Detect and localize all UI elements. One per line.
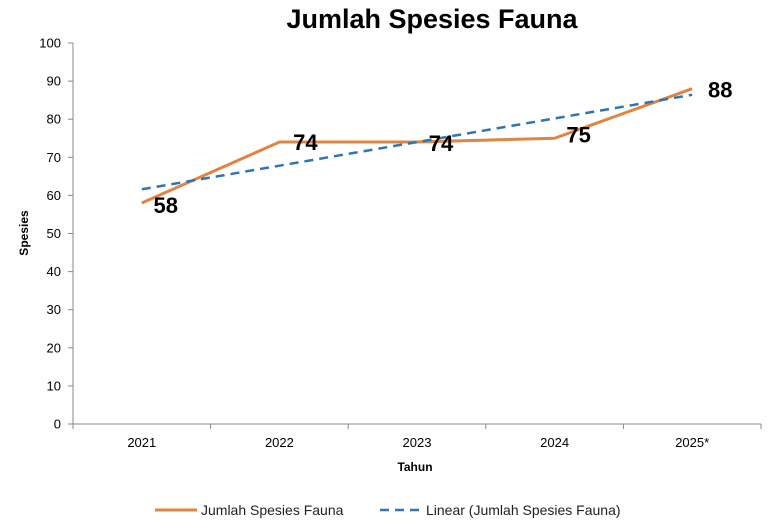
y-tick-label: 20: [47, 340, 61, 355]
y-axis-label: Spesies: [17, 210, 31, 256]
y-tick-label: 60: [47, 188, 61, 203]
y-tick-label: 80: [47, 112, 61, 127]
y-tick-label: 90: [47, 74, 61, 89]
x-tick-label: 2022: [265, 435, 294, 450]
legend-label: Linear (Jumlah Spesies Fauna): [426, 502, 621, 518]
y-tick-label: 70: [47, 150, 61, 165]
y-tick-label: 40: [47, 264, 61, 279]
series-group: [141, 87, 693, 205]
series-line: [141, 87, 693, 205]
x-axis-label: Tahun: [397, 460, 432, 474]
y-tick-label: 100: [39, 36, 61, 51]
x-axis-ticks: 2021 2022 2023 2024 2025*: [72, 424, 762, 450]
y-tick-label: 30: [47, 302, 61, 317]
x-tick-label: 2025*: [675, 435, 709, 450]
x-tick-label: 2024: [540, 435, 569, 450]
legend: Jumlah Spesies Fauna Linear (Jumlah Spesi…: [155, 502, 621, 518]
data-label: 74: [293, 130, 318, 155]
data-label: 74: [429, 131, 454, 156]
x-tick-label: 2021: [127, 435, 156, 450]
y-tick-label: 50: [47, 226, 61, 241]
data-label: 58: [154, 193, 178, 218]
y-axis-ticks: 0 10 20 30 40 50 60 70 80 90 100: [39, 36, 73, 432]
data-label: 88: [708, 78, 732, 103]
x-tick-label: 2023: [403, 435, 432, 450]
chart-title: Jumlah Spesies Fauna: [286, 4, 578, 34]
data-labels: 58 74 74 75 88: [154, 78, 733, 218]
y-tick-label: 0: [54, 417, 61, 432]
trendline: [141, 93, 693, 191]
data-label: 75: [566, 122, 590, 147]
legend-label: Jumlah Spesies Fauna: [201, 502, 344, 518]
y-tick-label: 10: [47, 378, 61, 393]
